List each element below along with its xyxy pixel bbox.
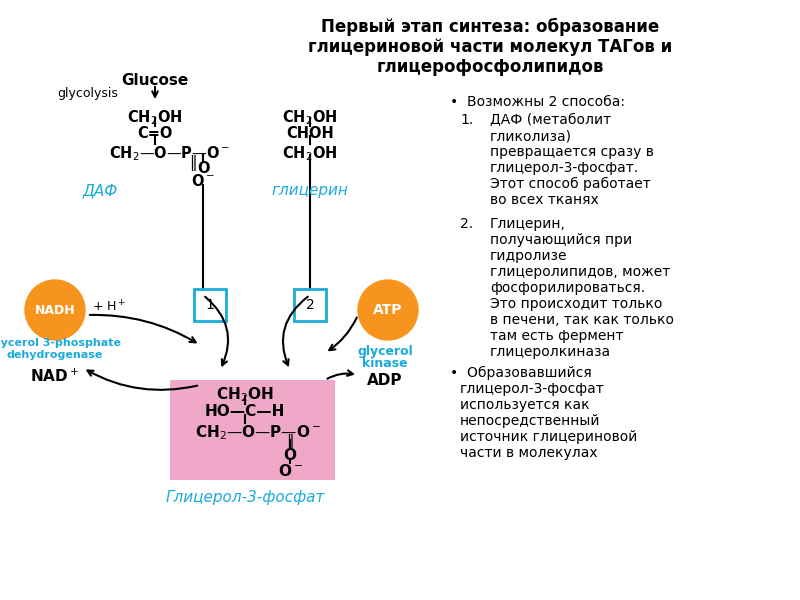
Text: в печени, так как только: в печени, так как только (490, 313, 674, 327)
Text: dehydrogenase: dehydrogenase (7, 350, 103, 360)
Text: CH$_2$—O—P—O$^-$: CH$_2$—O—P—O$^-$ (110, 144, 230, 163)
Text: Первый этап синтеза: образование: Первый этап синтеза: образование (321, 18, 659, 36)
Text: получающийся при: получающийся при (490, 233, 632, 247)
Text: •  Возможны 2 способа:: • Возможны 2 способа: (450, 95, 625, 109)
Text: Этот способ работает: Этот способ работает (490, 177, 650, 191)
Text: там есть фермент: там есть фермент (490, 329, 623, 343)
Circle shape (358, 280, 418, 340)
Text: CH$_2$OH: CH$_2$OH (216, 385, 274, 404)
Text: во всех тканях: во всех тканях (490, 193, 598, 207)
Text: гликолиза): гликолиза) (490, 129, 572, 143)
Text: глицерофосфолипидов: глицерофосфолипидов (376, 58, 604, 76)
Text: C=O: C=O (138, 126, 173, 141)
Text: ДАФ (метаболит: ДАФ (метаболит (490, 113, 611, 127)
Text: glycolysis: glycolysis (57, 86, 118, 100)
Text: CHOH: CHOH (286, 126, 334, 141)
Text: используется как: используется как (460, 398, 590, 412)
Text: глицерол-3-фосфат: глицерол-3-фосфат (460, 382, 605, 396)
Text: glycerol: glycerol (357, 345, 413, 358)
Text: ‖: ‖ (286, 434, 294, 450)
Text: гидролизе: гидролизе (490, 249, 567, 263)
Text: Это происходит только: Это происходит только (490, 297, 662, 311)
Text: + H$^+$: + H$^+$ (92, 299, 126, 314)
Text: ДАФ: ДАФ (82, 183, 118, 198)
Text: HO—C—H: HO—C—H (205, 404, 285, 419)
Text: глицеролипидов, может: глицеролипидов, может (490, 265, 670, 279)
FancyBboxPatch shape (194, 289, 226, 321)
Text: фосфорилироваться.: фосфорилироваться. (490, 281, 645, 295)
Text: непосредственный: непосредственный (460, 414, 601, 428)
Text: источник глицериновой: источник глицериновой (460, 430, 638, 444)
Text: Glucose: Glucose (122, 73, 189, 88)
Text: глицериновой части молекул ТАГов и: глицериновой части молекул ТАГов и (308, 38, 672, 56)
Text: 2.: 2. (460, 217, 473, 231)
Text: глицерол-3-фосфат.: глицерол-3-фосфат. (490, 161, 639, 175)
Text: CH$_2$OH: CH$_2$OH (282, 144, 338, 163)
Text: глицерин: глицерин (271, 183, 349, 198)
Text: ‖: ‖ (189, 155, 197, 171)
Text: O$^-$: O$^-$ (278, 463, 302, 479)
Bar (170, 380, 335, 480)
Text: CH$_2$OH: CH$_2$OH (282, 108, 338, 127)
Text: glycerol 3-phosphate: glycerol 3-phosphate (0, 338, 121, 348)
Text: kinase: kinase (362, 357, 408, 370)
Text: ATP: ATP (374, 303, 402, 317)
Text: глицеролкиназа: глицеролкиназа (490, 345, 611, 359)
Text: 1: 1 (206, 298, 214, 312)
Text: превращается сразу в: превращается сразу в (490, 145, 654, 159)
FancyBboxPatch shape (294, 289, 326, 321)
Text: NADH: NADH (34, 304, 75, 317)
Text: ADP: ADP (367, 373, 402, 388)
Text: O: O (197, 161, 210, 176)
Text: части в молекулах: части в молекулах (460, 446, 598, 460)
Text: Глицерин,: Глицерин, (490, 217, 566, 231)
Circle shape (25, 280, 85, 340)
Text: O$^-$: O$^-$ (191, 173, 215, 189)
Text: 1.: 1. (460, 113, 474, 127)
Text: CH$_2$OH: CH$_2$OH (127, 108, 182, 127)
Text: Глицерол-3-фосфат: Глицерол-3-фосфат (166, 490, 325, 505)
Text: •  Образовавшийся: • Образовавшийся (450, 366, 592, 380)
Text: CH$_2$—O—P—O$^-$: CH$_2$—O—P—O$^-$ (195, 423, 321, 442)
Text: O: O (283, 448, 297, 463)
Text: NAD$^+$: NAD$^+$ (30, 368, 80, 385)
Text: 2: 2 (306, 298, 314, 312)
